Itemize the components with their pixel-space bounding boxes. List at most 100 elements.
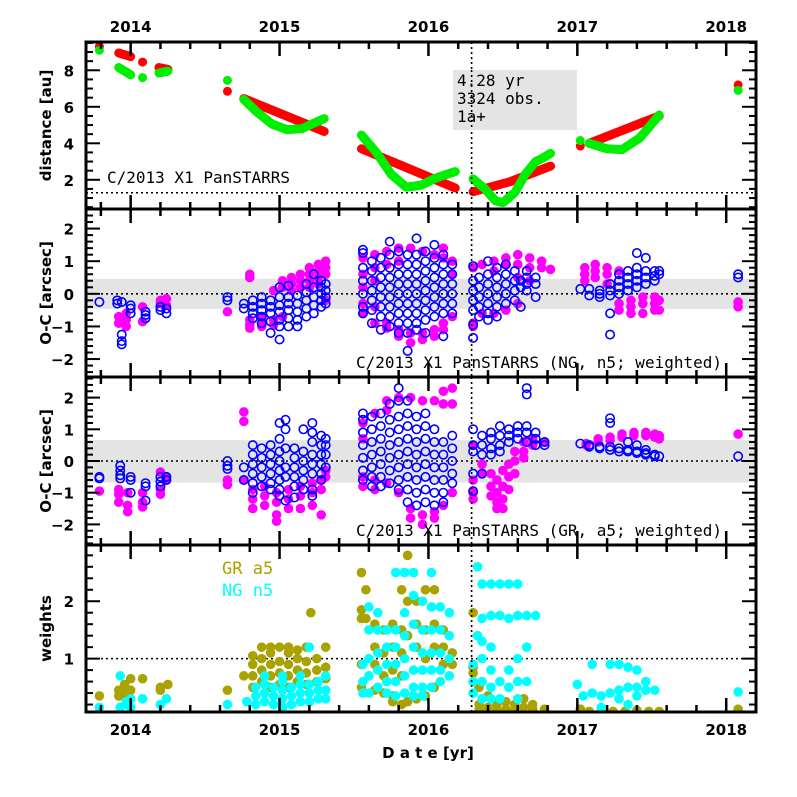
weight-point xyxy=(320,694,331,704)
x-tick-label-top: 2014 xyxy=(110,18,152,36)
residual-point-filled xyxy=(122,506,133,517)
residual-point-open xyxy=(500,288,511,299)
residual-point-open xyxy=(494,440,505,451)
residual-point-filled xyxy=(113,318,124,328)
residual-point-filled xyxy=(510,468,520,479)
residual-point-open xyxy=(614,282,625,293)
residual-point-open xyxy=(298,424,309,435)
y-tick-label: 2 xyxy=(64,390,74,408)
weight-point xyxy=(286,682,297,693)
residual-point-filled xyxy=(320,269,331,280)
x-tick-label-top: 2016 xyxy=(408,18,450,36)
residual-point-open xyxy=(393,436,404,447)
weight-point xyxy=(512,579,523,589)
residual-point-filled xyxy=(512,249,523,260)
residual-point-filled xyxy=(358,418,368,428)
residual-point-filled xyxy=(113,497,124,508)
residual-point-filled xyxy=(222,306,233,317)
residual-point-open xyxy=(631,275,642,286)
residual-point-open xyxy=(429,487,440,498)
residual-point-open xyxy=(482,288,493,299)
residual-point-open xyxy=(384,465,395,476)
y-tick-label: 2 xyxy=(64,593,74,611)
residual-point-open xyxy=(247,449,258,460)
residual-point-open xyxy=(594,292,605,303)
residual-point-filled xyxy=(244,323,255,333)
weight-point xyxy=(468,688,478,698)
weight-point xyxy=(313,676,324,687)
residual-point-open xyxy=(640,252,651,263)
weight-point xyxy=(733,687,743,697)
y-tick-label: 1 xyxy=(64,651,74,669)
residual-point-filled xyxy=(316,484,327,495)
residual-point-open xyxy=(622,272,633,283)
weight-point xyxy=(390,625,401,635)
residual-point-open xyxy=(274,314,285,325)
residual-point-open xyxy=(420,314,431,325)
weight-point xyxy=(605,659,615,670)
residual-point-open xyxy=(733,451,744,462)
weight-point xyxy=(304,696,315,707)
residual-point-open xyxy=(622,285,633,296)
weight-point xyxy=(256,653,267,664)
residual-point-open xyxy=(238,298,249,309)
residual-point-open xyxy=(411,233,422,244)
residual-point-open xyxy=(247,468,258,479)
residual-point-open xyxy=(116,339,127,350)
residual-point-open xyxy=(521,389,532,400)
residual-point-filled xyxy=(438,399,449,409)
weight-point xyxy=(512,676,523,687)
weight-point xyxy=(518,702,529,712)
residual-point-open xyxy=(393,462,404,473)
weight-point xyxy=(250,691,261,701)
residual-point-filled xyxy=(524,253,535,263)
residual-point-filled xyxy=(417,519,428,530)
weight-point xyxy=(501,704,511,712)
weight-point xyxy=(587,659,598,670)
weight-point xyxy=(426,602,437,612)
residual-point-open xyxy=(375,311,386,322)
residual-point-open xyxy=(140,306,151,317)
weight-point xyxy=(492,705,502,712)
object-name-label: C/2013 X1 PanSTARRS xyxy=(107,168,290,187)
residual-point-open xyxy=(357,475,368,486)
residual-point-open xyxy=(420,471,431,482)
residual-point-open xyxy=(292,314,303,325)
residual-point-open xyxy=(429,311,440,322)
weight-point xyxy=(304,679,315,690)
residual-point-open xyxy=(256,471,267,482)
residual-point-open xyxy=(274,433,285,444)
residual-point-open xyxy=(509,295,520,306)
weight-point xyxy=(444,630,455,641)
residual-point-open xyxy=(94,296,105,307)
residual-point-filled xyxy=(239,407,249,417)
residual-point-open xyxy=(384,398,395,409)
residual-point-open xyxy=(256,443,267,454)
weight-point xyxy=(259,671,270,681)
residual-point-open xyxy=(500,269,511,280)
weight-point xyxy=(435,625,446,635)
residual-point-filled xyxy=(486,468,496,479)
residual-point-open xyxy=(274,484,285,495)
residual-point-open xyxy=(605,413,616,424)
residual-point-open xyxy=(384,478,395,489)
residual-point-filled xyxy=(447,256,458,266)
residual-point-open xyxy=(256,481,267,492)
residual-point-open xyxy=(384,427,395,438)
residual-point-open xyxy=(384,301,395,312)
weight-point xyxy=(587,688,598,698)
weight-point xyxy=(408,691,419,701)
residual-point-open xyxy=(280,495,291,506)
residual-point-open xyxy=(307,427,318,438)
residual-point-open xyxy=(366,275,377,286)
weight-point xyxy=(399,671,410,681)
residual-point-open xyxy=(283,292,294,303)
residual-point-open xyxy=(140,495,151,506)
residual-point-open xyxy=(521,285,532,296)
residual-point-open xyxy=(402,259,413,270)
residual-point-filled xyxy=(614,266,624,276)
weight-point xyxy=(247,650,258,661)
x-tick-label-top: 2017 xyxy=(556,18,598,36)
